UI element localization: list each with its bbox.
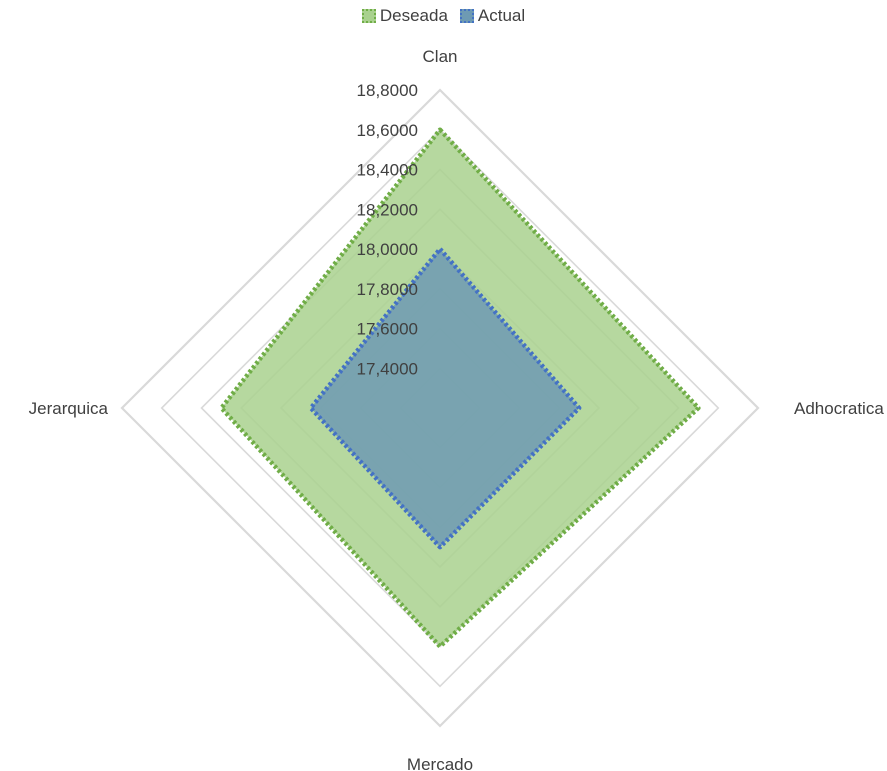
- grid-ring-7: [120, 88, 760, 728]
- legend-swatch-deseada: [361, 9, 376, 23]
- legend-label-deseada: Deseada: [379, 6, 448, 25]
- axis-label-mercado: Mercado: [407, 755, 473, 771]
- axis-label-jerarquica: Jerarquica: [29, 399, 109, 418]
- tick-label-6: 18,6000: [357, 121, 418, 140]
- legend-swatch-actual: [459, 9, 474, 23]
- axis-label-clan: Clan: [423, 47, 458, 66]
- tick-label-7: 18,8000: [357, 81, 418, 100]
- radar-tick-labels: 17,4000 17,6000 17,8000 18,0000 18,2000 18,40…: [357, 81, 418, 378]
- series-actual-polygon: [308, 246, 582, 550]
- tick-label-0: 17,4000: [357, 359, 418, 378]
- legend-item-deseada: Deseada: [361, 6, 448, 26]
- tick-label-5: 18,4000: [357, 161, 418, 180]
- tick-label-1: 17,6000: [357, 320, 418, 339]
- axis-label-adhocratica: Adhocratica: [794, 399, 884, 418]
- grid-ring-6: [160, 128, 720, 688]
- tick-label-3: 18,0000: [357, 240, 418, 259]
- radar-axis-labels: Clan Adhocratica Mercado Jerarquica: [29, 47, 885, 771]
- legend-label-actual: Actual: [477, 6, 526, 25]
- legend: Deseada Actual: [0, 6, 887, 26]
- legend-item-actual: Actual: [459, 6, 526, 26]
- radar-series: [219, 127, 701, 649]
- tick-label-2: 17,8000: [357, 280, 418, 299]
- tick-label-4: 18,2000: [357, 200, 418, 219]
